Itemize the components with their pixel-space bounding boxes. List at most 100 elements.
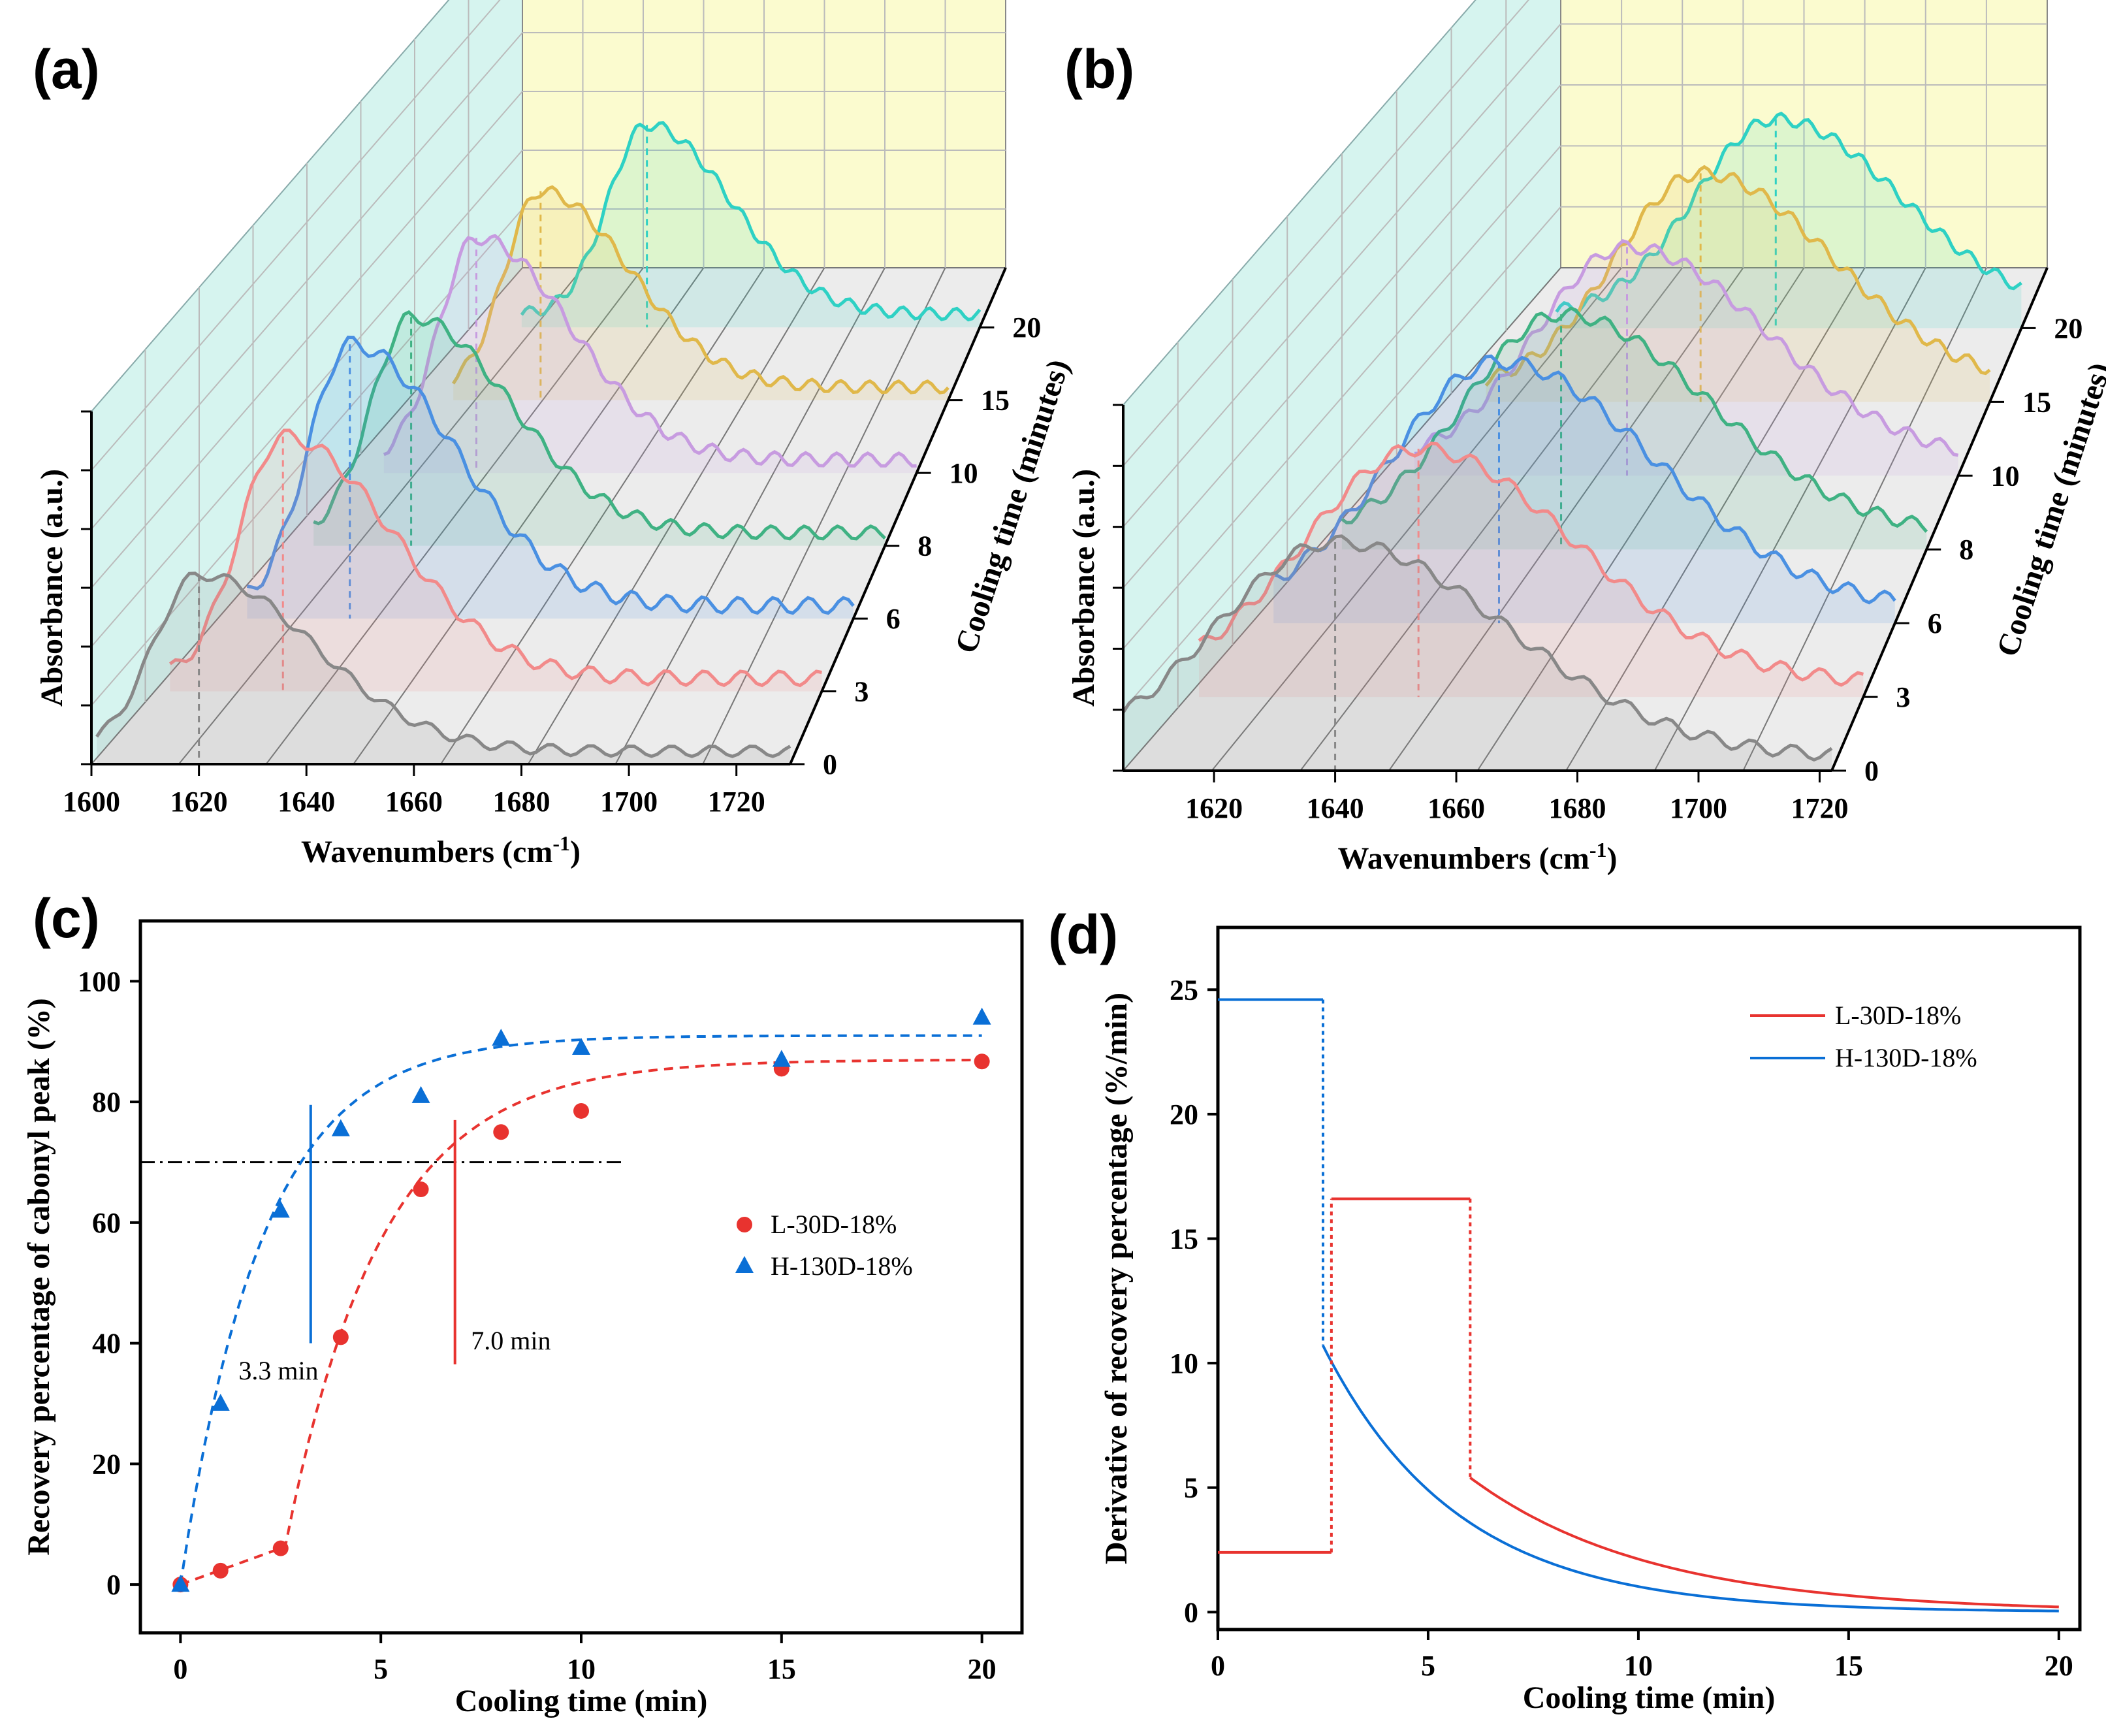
series-fill-8 <box>313 312 885 546</box>
y-tick-label: 60 <box>92 1207 121 1239</box>
panel-c: (c) 0 5 10 15 20 0 20 40 60 80 100 Cooling time (min… <box>22 888 1024 1718</box>
x-tick-label: 1620 <box>1185 792 1243 824</box>
annotation-label: 7.0 min <box>471 1326 550 1355</box>
superscript: -1 <box>1589 838 1607 861</box>
y-tick-label: 15 <box>1170 1223 1198 1255</box>
gridline <box>1476 267 1805 771</box>
x-tick-label: 1660 <box>385 786 443 818</box>
series-fill-6 <box>247 337 854 619</box>
data-point-L-30D-18% <box>493 1124 509 1140</box>
panel-b: (b) 20 15 10 8 6 3 0 1620 1640 1660 1680 1700 1720 Wav… <box>1064 0 2106 876</box>
y-tick-label: 10 <box>1170 1347 1198 1379</box>
data-point-L-30D-18% <box>272 1540 289 1556</box>
x-axis-title: Cooling time (min) <box>455 1684 708 1718</box>
data-point-H-130D-18% <box>271 1200 290 1218</box>
x-tick-label: 1680 <box>492 786 550 818</box>
series-line-20 <box>1555 111 2022 313</box>
x-axis-title: Wavenumbers (cm-1) <box>301 831 581 869</box>
series-line-15 <box>451 185 949 394</box>
x-tick-label: 1640 <box>1307 792 1364 824</box>
gridline <box>527 267 825 765</box>
series-fill-0 <box>1123 536 1832 771</box>
legend-label: H-130D-18% <box>771 1251 913 1281</box>
gridline <box>1300 267 1683 771</box>
series-fill-8 <box>1341 308 1927 550</box>
series-fill-6 <box>1273 356 1895 624</box>
series-fill-20 <box>1556 113 2022 329</box>
data-point-H-130D-18% <box>411 1085 430 1103</box>
series-fill-3 <box>1199 443 1864 698</box>
x-tick-label: 20 <box>2045 1650 2073 1682</box>
z-tick-label: 0 <box>1864 755 1879 787</box>
data-point-H-130D-18% <box>211 1393 230 1411</box>
z-tick-label: 20 <box>1012 312 1041 344</box>
x-tick-label: 1720 <box>1791 792 1848 824</box>
series-fill-0 <box>97 573 791 764</box>
series-line-6 <box>246 335 855 615</box>
z-tick-label: 15 <box>981 385 1010 417</box>
series-line-8 <box>313 310 886 541</box>
data-point-H-130D-18% <box>772 1050 791 1067</box>
y-tick-label: 100 <box>78 965 121 997</box>
y-tick-label: 80 <box>92 1086 121 1118</box>
y-axis-title: Absorbance (a.u.) <box>1066 469 1101 707</box>
z-tick-label: 3 <box>1896 681 1910 713</box>
x-tick-label: 0 <box>173 1653 187 1685</box>
panel-letter-a: (a) <box>33 39 100 100</box>
gridline <box>614 267 885 765</box>
x-tick-label: 10 <box>567 1653 596 1685</box>
gridline <box>1653 267 1926 771</box>
z-axis <box>789 267 1007 765</box>
panel-letter-c: (c) <box>33 888 100 949</box>
z-tick-label: 0 <box>823 748 837 780</box>
y-tick-label: 5 <box>1184 1472 1198 1504</box>
panel-d: (d) 0 5 10 15 20 0 5 10 15 20 25 Cooling time (min) D… <box>1048 904 2082 1715</box>
fit-curve-L-30D-18% <box>180 1059 982 1586</box>
data-point-H-130D-18% <box>972 1007 991 1025</box>
y-tick-label: 25 <box>1170 974 1198 1006</box>
z-axis <box>1830 267 2049 771</box>
legend-label: L-30D-18% <box>1835 1001 1961 1030</box>
series-fill-15 <box>453 187 948 400</box>
x-axis-title: Cooling time (min) <box>1523 1680 1776 1715</box>
x-tick-label: 1700 <box>1670 792 1727 824</box>
x-tick-label: 1700 <box>600 786 658 818</box>
z-tick-label: 8 <box>1959 534 1973 566</box>
legend-label: H-130D-18% <box>1835 1043 1977 1072</box>
z-tick-label: 15 <box>2022 386 2051 418</box>
series-line-10 <box>383 233 917 468</box>
y-axis-title: Absorbance (a.u.) <box>35 469 69 707</box>
x-tick-label: 1600 <box>63 786 120 818</box>
legend-marker <box>735 1256 754 1273</box>
axis-title-close: ) <box>570 835 581 869</box>
panel-a: (a) 20 15 10 8 6 3 0 1600 1620 1640 1660 1680 1700 172… <box>33 0 1076 869</box>
x-tick-label: 5 <box>374 1653 388 1685</box>
data-point-L-30D-18% <box>332 1329 349 1345</box>
x-tick-label: 1620 <box>170 786 228 818</box>
decay-L-30D-18% <box>1469 1476 2059 1609</box>
superscript: -1 <box>552 831 570 855</box>
data-point-L-30D-18% <box>573 1102 589 1119</box>
legend-label: L-30D-18% <box>771 1210 897 1239</box>
x-tick-label: 20 <box>968 1653 997 1685</box>
z-tick-label: 6 <box>886 603 901 635</box>
series-fill-20 <box>521 122 980 328</box>
series-line-3 <box>1198 442 1864 687</box>
z-tick-label: 6 <box>1928 607 1942 639</box>
data-point-H-130D-18% <box>572 1037 590 1055</box>
series-line-0 <box>95 571 791 758</box>
x-tick-label: 15 <box>767 1653 796 1685</box>
gridline <box>702 267 946 765</box>
annotation-label: 3.3 min <box>238 1356 318 1385</box>
axis-title-close: ) <box>1606 841 1617 876</box>
decay-H-130D-18% <box>1322 1345 2059 1613</box>
panel-d-frame <box>1216 925 2082 1632</box>
x-tick-label: 0 <box>1211 1650 1225 1682</box>
series-line-15 <box>1484 165 1991 387</box>
x-tick-label: 5 <box>1421 1650 1435 1682</box>
data-point-L-30D-18% <box>974 1053 990 1070</box>
gridline <box>178 267 584 765</box>
x-axis-title: Wavenumbers (cm-1) <box>1338 838 1618 876</box>
series-line-10 <box>1414 238 1959 457</box>
y-tick-label: 0 <box>1184 1596 1198 1628</box>
